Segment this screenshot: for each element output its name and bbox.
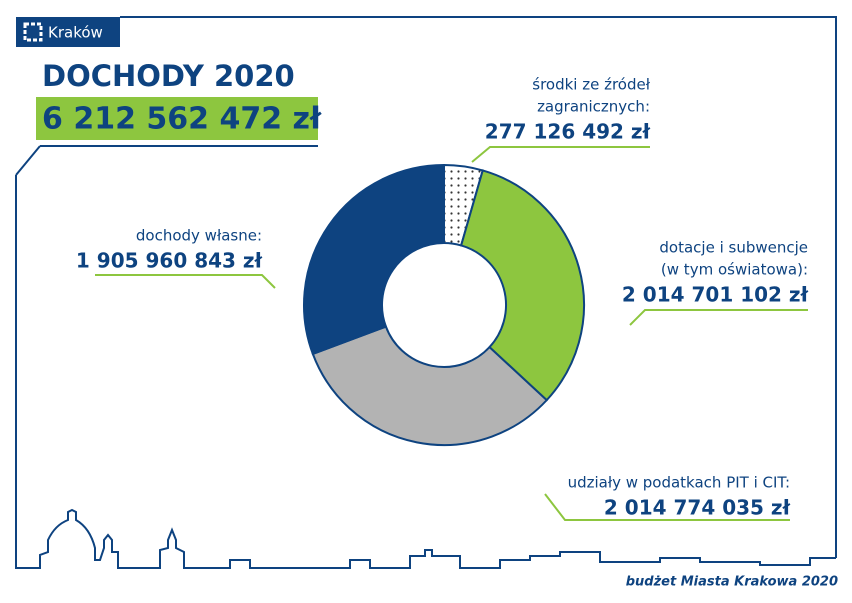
category-label: środki ze źródeł [532, 76, 650, 94]
value-label: 277 126 492 zł [485, 120, 651, 144]
brand: Kraków [48, 24, 103, 42]
brand-badge [16, 17, 120, 47]
category-label: dotacje i subwencje [659, 239, 808, 257]
value-label: 1 905 960 843 zł [76, 249, 263, 273]
frame [15, 16, 837, 569]
chart-title: DOCHODY 2020 [42, 59, 295, 93]
total-box [36, 97, 318, 140]
leader-line [95, 274, 276, 289]
leader-line [629, 309, 808, 326]
donut-segment [459, 169, 585, 402]
donut-segment [311, 325, 549, 446]
footer: budżet Miasta Krakowa 2020 [626, 575, 838, 590]
category-label: dochody własne: [136, 227, 262, 245]
subtitle: 6 212 562 472 zł [42, 102, 322, 137]
donut-segment [303, 163, 445, 356]
leader-line [471, 146, 650, 163]
category-label: udziały w podatkach PIT i CIT: [568, 474, 790, 492]
category-label: (w tym oświatowa): [661, 261, 808, 279]
brand-logo [23, 22, 43, 42]
category-label: zagranicznych: [537, 98, 650, 116]
value-label: 2 014 774 035 zł [604, 496, 791, 520]
value-label: 2 014 701 102 zł [622, 283, 809, 307]
leader-line [544, 493, 790, 521]
